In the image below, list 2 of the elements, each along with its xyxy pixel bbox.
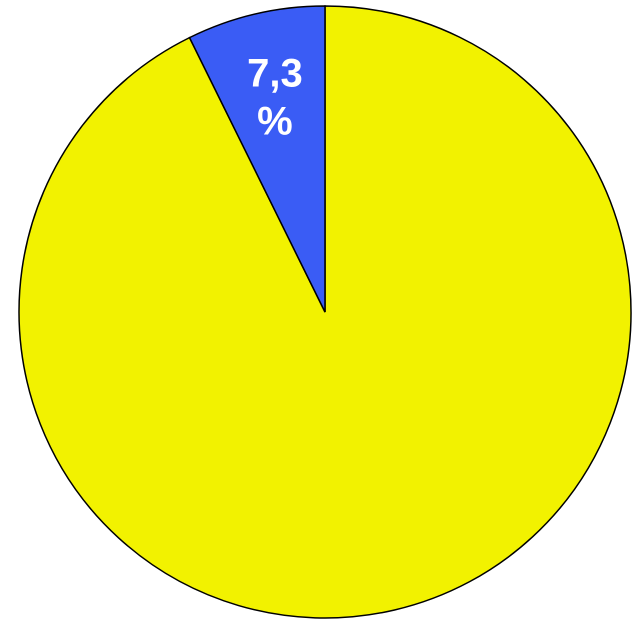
data-label: 7,3 % (247, 51, 303, 144)
pie-slice (18, 5, 632, 619)
